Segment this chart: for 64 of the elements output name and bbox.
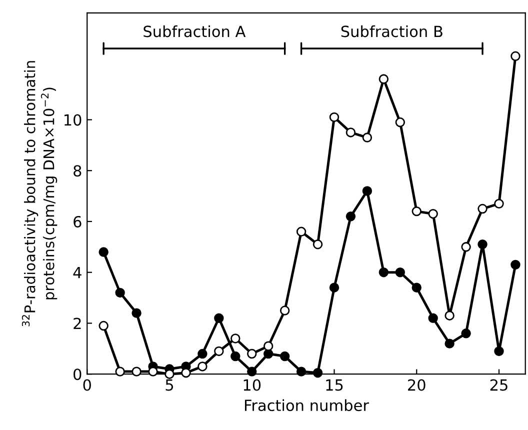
y-tick-label: 4 xyxy=(73,267,82,278)
point xyxy=(329,112,340,122)
point xyxy=(428,313,438,323)
point xyxy=(198,348,208,359)
point xyxy=(280,351,290,362)
point xyxy=(181,368,191,378)
point xyxy=(280,306,290,316)
point xyxy=(461,328,471,338)
point xyxy=(395,267,406,278)
point xyxy=(132,366,142,376)
point xyxy=(412,282,422,292)
point xyxy=(362,186,372,196)
point xyxy=(428,208,438,219)
point xyxy=(230,334,240,344)
point xyxy=(296,366,306,376)
point xyxy=(148,366,158,376)
point xyxy=(346,128,356,138)
point xyxy=(478,240,488,250)
point xyxy=(214,313,224,323)
point xyxy=(214,346,224,356)
point xyxy=(412,206,422,216)
y-tick-label: 8 xyxy=(74,165,82,177)
point xyxy=(98,320,108,331)
point xyxy=(312,240,323,250)
point xyxy=(115,366,125,376)
point xyxy=(444,310,454,320)
point xyxy=(263,341,274,351)
y-tick-label: 0 xyxy=(74,368,82,380)
x-tick-label: 20 xyxy=(408,379,426,391)
point xyxy=(346,212,356,222)
point xyxy=(378,267,389,278)
y-tick-label: 6 xyxy=(74,216,82,228)
point xyxy=(230,351,240,362)
point xyxy=(296,226,306,237)
point xyxy=(312,368,323,378)
point xyxy=(247,348,257,359)
series-label: Subfraction B xyxy=(341,25,442,38)
y-axis-title: $^{32}$P-radioactivity bound to chromatin proteins(cpm/mg DNA×10$^{−2}$) xyxy=(22,61,58,326)
x-axis-title: Fraction number xyxy=(245,399,369,412)
x-tick-label: 15 xyxy=(326,379,343,391)
point xyxy=(98,247,108,257)
x-tick-label: 0 xyxy=(83,379,91,391)
point xyxy=(510,260,520,270)
point xyxy=(362,132,372,142)
point xyxy=(494,198,504,209)
point xyxy=(198,362,208,372)
point xyxy=(478,204,488,214)
series-label: Subfraction A xyxy=(144,25,246,38)
point xyxy=(247,366,257,376)
x-tick-label: 10 xyxy=(244,379,261,391)
x-tick-label: 25 xyxy=(490,379,508,391)
point xyxy=(510,51,520,62)
point xyxy=(395,117,406,128)
point xyxy=(494,346,504,356)
y-tick-label: 2 xyxy=(74,318,81,330)
x-tick-label: 5 xyxy=(166,379,174,391)
point xyxy=(115,288,125,298)
y-tick-label: 10 xyxy=(64,114,82,126)
point xyxy=(378,74,389,84)
point xyxy=(132,308,142,318)
point xyxy=(329,282,340,292)
point xyxy=(461,242,471,252)
point xyxy=(164,369,174,379)
point xyxy=(444,338,454,348)
